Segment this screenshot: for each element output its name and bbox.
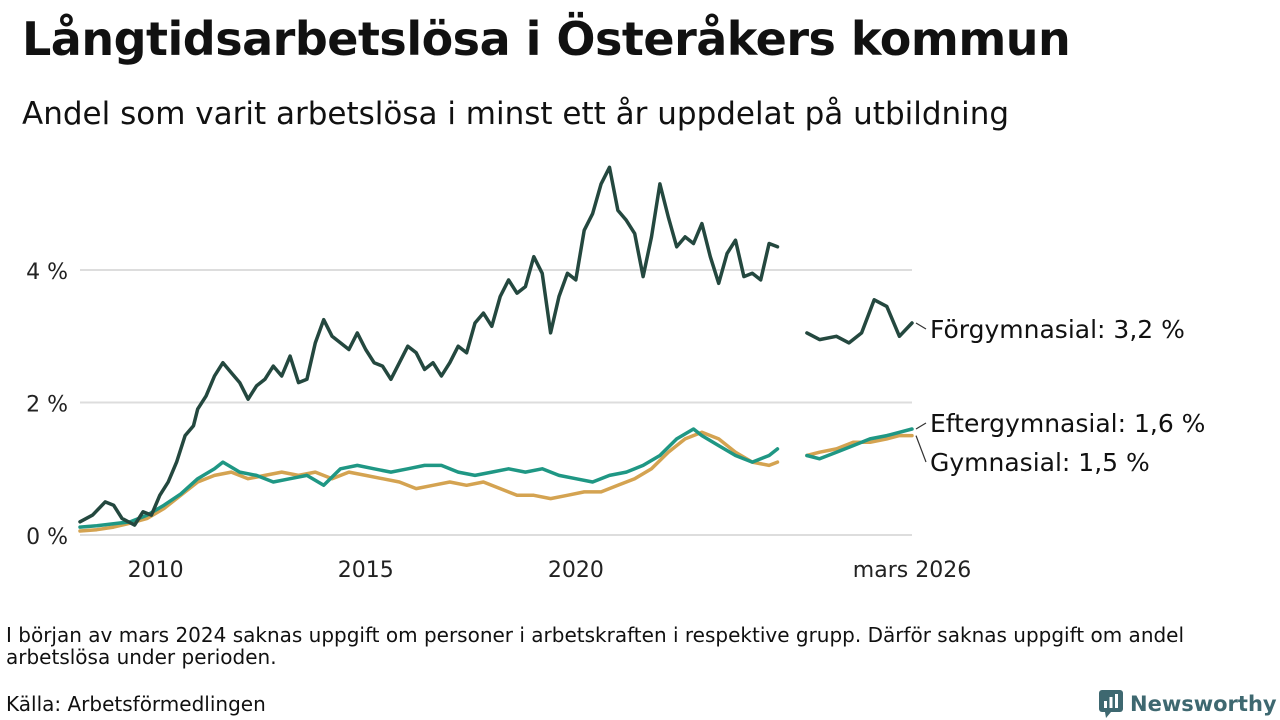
chart-title: Långtidsarbetslösa i Österåkers kommun bbox=[22, 12, 1071, 66]
series-line bbox=[78, 430, 780, 533]
series-end-label: Förgymnasial: 3,2 % bbox=[930, 315, 1185, 344]
series-line bbox=[805, 298, 914, 345]
series-lines bbox=[78, 165, 914, 533]
series-line bbox=[78, 427, 780, 529]
x-tick-label: 2010 bbox=[128, 558, 184, 583]
source-credit: Källa: Arbetsförmedlingen bbox=[6, 692, 266, 716]
label-leader bbox=[915, 435, 927, 463]
line-chart: 0 % 2 % 4 % 2010 2015 2020 mars 2026 Förgymnas… bbox=[26, 165, 1205, 583]
series-line bbox=[78, 165, 780, 527]
x-tick-label: 2015 bbox=[338, 558, 394, 583]
newsworthy-logo-icon bbox=[1099, 690, 1123, 718]
series-end-label: Gymnasial: 1,5 % bbox=[930, 448, 1150, 477]
y-tick-label: 4 % bbox=[26, 260, 68, 285]
chart-subtitle: Andel som varit arbetslösa i minst ett å… bbox=[22, 96, 1010, 132]
gridlines: 0 % 2 % 4 % 2010 2015 2020 mars 2026 bbox=[26, 260, 971, 583]
x-tick-label: mars 2026 bbox=[853, 558, 971, 583]
series-end-labels: Förgymnasial: 3,2 % Eftergymnasial: 1,6 %… bbox=[915, 315, 1205, 477]
brand-name: Newsworthy bbox=[1130, 692, 1277, 716]
y-tick-label: 0 % bbox=[26, 525, 68, 550]
series-line bbox=[805, 433, 914, 458]
footnote: I början av mars 2024 saknas uppgift om … bbox=[6, 623, 1185, 669]
y-tick-label: 2 % bbox=[26, 393, 68, 418]
series-line bbox=[805, 427, 914, 461]
series-end-label: Eftergymnasial: 1,6 % bbox=[930, 409, 1205, 438]
x-tick-label: 2020 bbox=[548, 558, 604, 583]
label-leader bbox=[915, 322, 927, 330]
label-leader bbox=[915, 422, 927, 430]
brand-logo: Newsworthy bbox=[1098, 688, 1277, 720]
